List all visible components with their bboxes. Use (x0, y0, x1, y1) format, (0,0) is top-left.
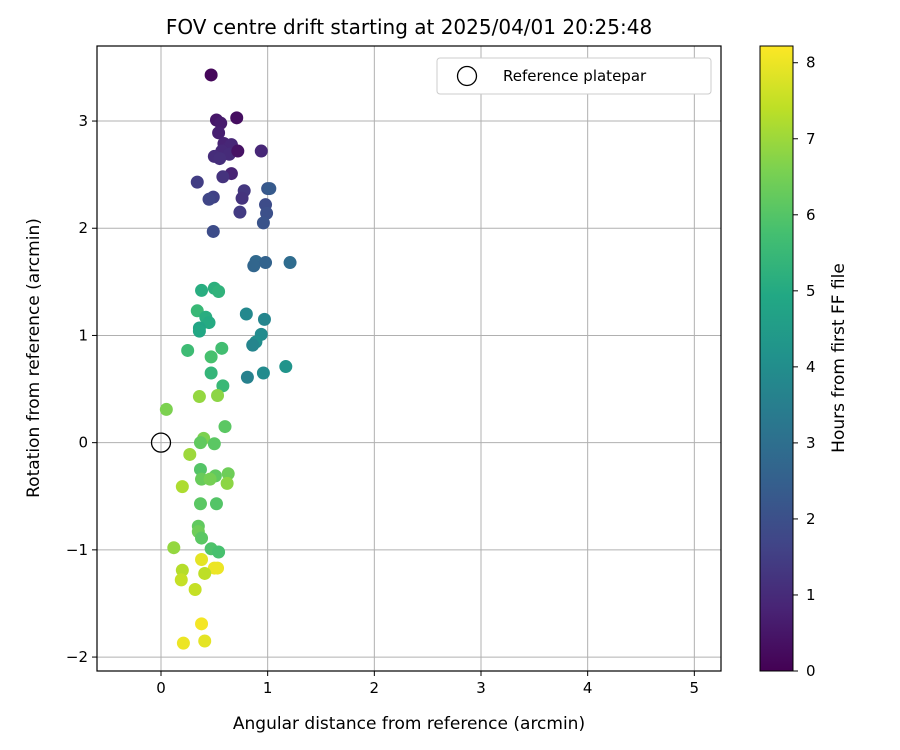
y-tick-label: −1 (66, 541, 88, 559)
data-point (193, 436, 207, 450)
data-point (159, 402, 173, 416)
data-point (195, 283, 209, 297)
data-point (257, 312, 271, 326)
data-point (279, 360, 293, 374)
colorbar-gradient (759, 45, 794, 672)
data-point (195, 531, 209, 545)
colorbar-tick-label: 8 (806, 54, 816, 72)
data-point (263, 182, 277, 196)
plot-frame (96, 45, 722, 672)
colorbar-tick-label: 2 (806, 510, 816, 528)
colorbar-tick-label: 6 (806, 206, 816, 224)
legend: Reference platepar (436, 57, 712, 95)
grid (97, 46, 721, 671)
data-point (240, 370, 254, 384)
data-point (188, 583, 202, 597)
x-tick-label: 4 (583, 679, 593, 697)
data-point (204, 366, 218, 380)
data-point (221, 467, 235, 481)
data-point (174, 573, 188, 587)
data-point (206, 224, 220, 238)
colorbar: 0 1 2 3 4 5 6 7 8 Hours from first FF file (759, 45, 849, 680)
x-tick-label: 5 (690, 679, 700, 697)
y-tick-label: −2 (66, 648, 88, 666)
data-point (216, 170, 230, 184)
chart-title: FOV centre drift starting at 2025/04/01 … (166, 15, 652, 39)
colorbar-tick-label: 1 (806, 586, 816, 604)
y-tick-label: 0 (78, 434, 88, 452)
colorbar-tick-label: 3 (806, 434, 816, 452)
x-tick-label: 1 (263, 679, 273, 697)
data-point (235, 191, 249, 205)
x-axis-label: Angular distance from reference (arcmin) (233, 714, 585, 734)
data-point (215, 341, 229, 355)
y-axis-label: Rotation from reference (arcmin) (24, 218, 44, 498)
data-points (159, 68, 297, 650)
colorbar-tick-label: 0 (806, 662, 816, 680)
data-point (259, 256, 273, 270)
data-point (198, 634, 212, 648)
data-point (256, 216, 270, 230)
data-point (190, 175, 204, 189)
data-point (283, 256, 297, 270)
y-tick-label: 3 (78, 112, 88, 130)
colorbar-tick-label: 5 (806, 282, 816, 300)
data-point (198, 566, 212, 580)
colorbar-ticks: 0 1 2 3 4 5 6 7 8 (793, 54, 816, 680)
data-point (202, 316, 216, 330)
data-point (202, 192, 216, 206)
data-point (176, 636, 190, 650)
data-point (231, 144, 245, 158)
data-point (193, 497, 207, 511)
data-point (204, 350, 218, 364)
data-point (247, 259, 261, 273)
data-point (230, 111, 244, 125)
colorbar-tick-label: 4 (806, 358, 816, 376)
data-point (203, 472, 217, 486)
data-point (216, 379, 230, 393)
x-axis-ticks: 0 1 2 3 4 5 (156, 671, 699, 697)
x-tick-label: 3 (476, 679, 486, 697)
data-point (209, 497, 223, 511)
data-point (256, 366, 270, 380)
reference-marker (150, 432, 172, 453)
x-tick-label: 2 (370, 679, 380, 697)
data-point (246, 338, 260, 352)
legend-reference-marker (456, 65, 478, 87)
data-point (233, 205, 247, 219)
data-point (211, 388, 225, 402)
y-tick-label: 1 (78, 326, 88, 344)
data-point (254, 144, 268, 158)
y-tick-label: 2 (78, 219, 88, 237)
data-point (212, 126, 226, 140)
data-point (192, 390, 206, 404)
data-point (204, 68, 218, 82)
legend-box (436, 57, 712, 95)
reference-platepar-point (150, 432, 172, 453)
x-tick-label: 0 (156, 679, 166, 697)
y-axis-ticks: −2 −1 0 1 2 3 (66, 112, 97, 666)
data-point (193, 462, 207, 476)
colorbar-label: Hours from first FF file (829, 263, 849, 453)
data-point (175, 563, 189, 577)
data-point (211, 561, 225, 575)
data-point (181, 343, 195, 357)
data-point (213, 152, 227, 166)
data-point (218, 420, 232, 434)
data-point (195, 553, 209, 567)
data-point (220, 476, 234, 490)
data-point (183, 447, 197, 461)
data-point (207, 437, 221, 451)
data-point (212, 545, 226, 559)
data-point (195, 617, 209, 631)
colorbar-tick-label: 7 (806, 130, 816, 148)
data-point (239, 307, 253, 321)
data-point (212, 284, 226, 298)
legend-reference-label: Reference platepar (503, 67, 647, 85)
data-point (192, 324, 206, 338)
data-point (175, 480, 189, 494)
data-point (167, 541, 181, 555)
